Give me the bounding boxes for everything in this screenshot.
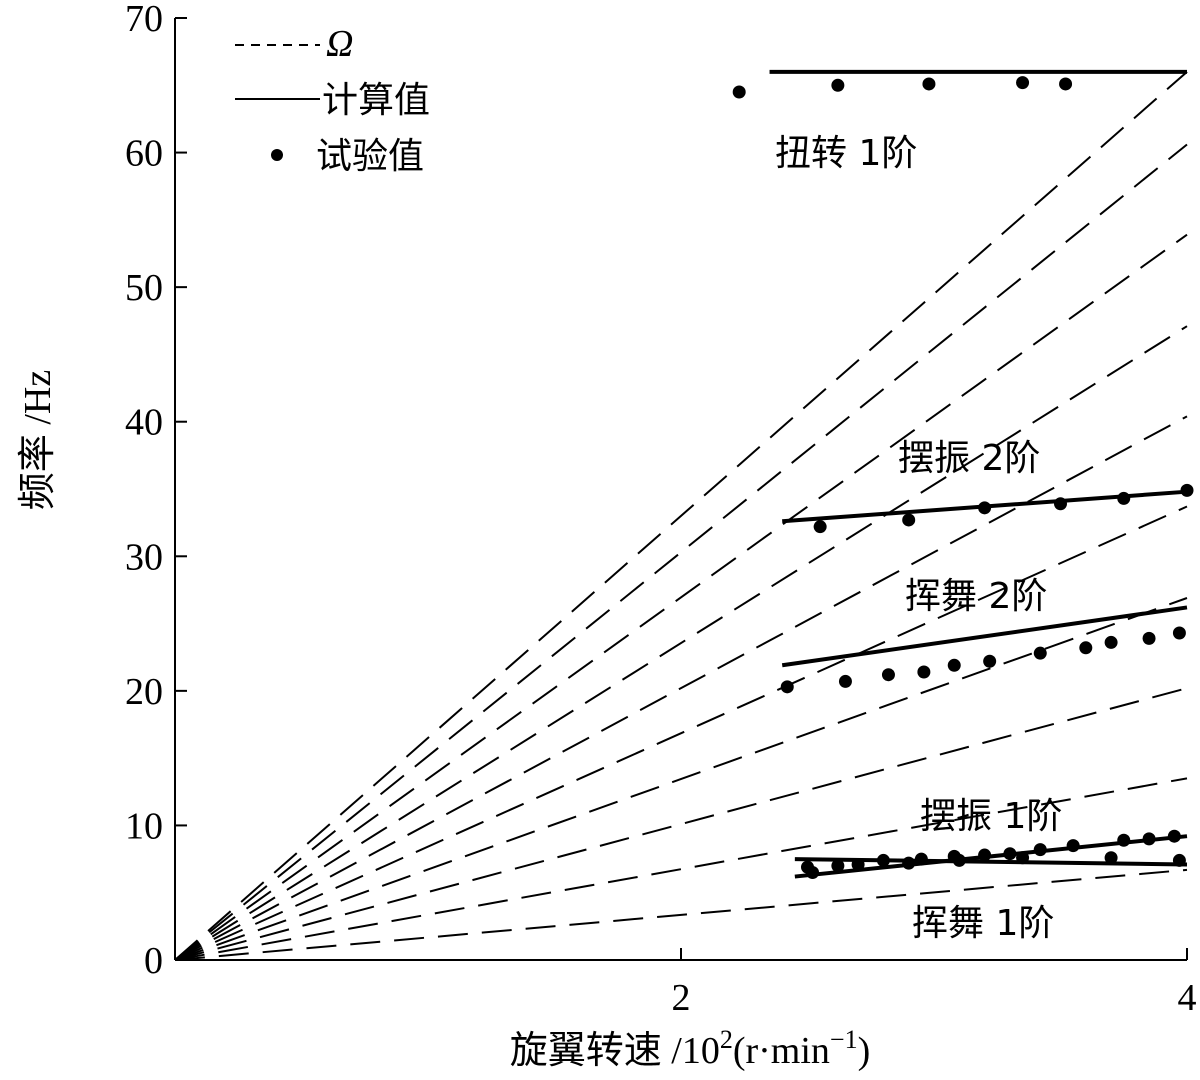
measured-point-挥舞1阶 bbox=[952, 853, 966, 867]
calculated-line-挥舞2阶 bbox=[781, 605, 1188, 668]
legend-label-calculated: 计算值 bbox=[322, 80, 430, 121]
omega-line-5 bbox=[174, 505, 1188, 961]
series-group bbox=[732, 69, 1194, 880]
measured-point-摆振2阶 bbox=[813, 520, 827, 534]
measured-point-扭转1阶 bbox=[732, 85, 746, 99]
y-tick-label: 0 bbox=[144, 940, 163, 982]
measured-point-摆振2阶 bbox=[1054, 497, 1067, 511]
measured-point-挥舞2阶 bbox=[983, 654, 997, 668]
x-axis-title: 旋翼转速 /102(r·min−1) bbox=[510, 1025, 870, 1072]
measured-point-挥舞2阶 bbox=[1142, 631, 1156, 645]
measured-point-挥舞1阶 bbox=[902, 856, 916, 870]
measured-point-挥舞1阶 bbox=[1172, 853, 1186, 867]
omega-lines-group bbox=[174, 71, 1188, 961]
omega-line-9 bbox=[174, 143, 1188, 961]
measured-point-摆振1阶 bbox=[1142, 832, 1156, 846]
measured-point-挥舞2阶 bbox=[1079, 641, 1093, 655]
omega-line-2 bbox=[174, 777, 1188, 961]
measured-point-挥舞2阶 bbox=[1033, 646, 1047, 660]
measured-point-摆振1阶 bbox=[1033, 843, 1047, 857]
omega-line-1 bbox=[174, 868, 1188, 961]
measured-point-挥舞1阶 bbox=[851, 857, 865, 871]
y-tick-label: 10 bbox=[125, 805, 163, 847]
measured-point-摆振1阶 bbox=[978, 848, 992, 862]
x-axis-title-unit: (r·min bbox=[733, 1030, 830, 1072]
measured-point-摆振1阶 bbox=[831, 859, 845, 873]
mode-label-摆振1阶: 摆振 1阶 bbox=[920, 796, 1062, 837]
omega-line-10 bbox=[174, 71, 1188, 961]
measured-point-扭转1阶 bbox=[1016, 76, 1030, 90]
measured-point-摆振2阶 bbox=[1117, 491, 1131, 505]
measured-point-挥舞2阶 bbox=[881, 668, 895, 682]
x-tick-label: 4 bbox=[1178, 977, 1197, 1019]
measured-point-挥舞1阶 bbox=[801, 860, 814, 874]
measured-point-摆振2阶 bbox=[902, 513, 916, 527]
measured-point-扭转1阶 bbox=[831, 78, 845, 92]
y-axis-title: 频率 /Hz bbox=[17, 370, 59, 510]
omega-line-4 bbox=[174, 597, 1188, 961]
x-axis-title-main: 旋翼转速 /10 bbox=[510, 1030, 720, 1072]
measured-point-摆振1阶 bbox=[1003, 847, 1017, 861]
measured-point-摆振1阶 bbox=[1066, 839, 1080, 853]
y-tick-label: 50 bbox=[125, 267, 163, 309]
legend-label-measured: 试验值 bbox=[316, 136, 424, 177]
x-axis-title-unit-exponent: −1 bbox=[830, 1025, 858, 1054]
mode-label-摆振2阶: 摆振 2阶 bbox=[898, 438, 1040, 479]
y-tick-label: 40 bbox=[125, 402, 163, 444]
measured-point-扭转1阶 bbox=[922, 77, 936, 91]
x-tick-label: 2 bbox=[672, 977, 691, 1019]
x-axis-title-unit-close: ) bbox=[858, 1030, 871, 1072]
y-tick-label: 20 bbox=[125, 671, 163, 713]
y-tick-label: 70 bbox=[125, 0, 163, 40]
measured-point-摆振1阶 bbox=[1167, 829, 1181, 843]
measured-point-挥舞2阶 bbox=[917, 665, 931, 679]
measured-point-挥舞1阶 bbox=[1104, 851, 1118, 865]
measured-point-摆振2阶 bbox=[1180, 483, 1194, 497]
measured-point-挥舞2阶 bbox=[838, 674, 852, 688]
omega-line-7 bbox=[174, 325, 1188, 961]
measured-point-摆振2阶 bbox=[978, 501, 992, 515]
measured-point-扭转1阶 bbox=[1059, 77, 1073, 91]
measured-point-挥舞1阶 bbox=[1016, 851, 1030, 865]
x-axis-title-exponent: 2 bbox=[720, 1025, 733, 1054]
legend: Ω 计算值 试验值 bbox=[235, 23, 430, 177]
legend-dot-swatch bbox=[271, 149, 283, 161]
mode-label-挥舞1阶: 挥舞 1阶 bbox=[912, 903, 1054, 944]
omega-line-6 bbox=[174, 415, 1188, 961]
measured-point-挥舞2阶 bbox=[1172, 626, 1186, 640]
legend-label-omega: Ω bbox=[326, 23, 353, 65]
mode-label-扭转1阶: 扭转 1阶 bbox=[775, 133, 917, 174]
measured-point-摆振1阶 bbox=[1117, 833, 1131, 847]
measured-point-挥舞2阶 bbox=[780, 680, 794, 694]
mode-label-挥舞2阶: 挥舞 2阶 bbox=[905, 576, 1047, 617]
y-tick-label: 60 bbox=[125, 133, 163, 175]
ticks-group: 0 10 20 30 40 50 60 70 2 4 bbox=[125, 0, 1197, 1019]
measured-point-挥舞2阶 bbox=[1104, 635, 1118, 649]
omega-line-8 bbox=[174, 233, 1188, 961]
y-tick-label: 30 bbox=[125, 536, 163, 578]
measured-point-挥舞2阶 bbox=[947, 658, 961, 672]
